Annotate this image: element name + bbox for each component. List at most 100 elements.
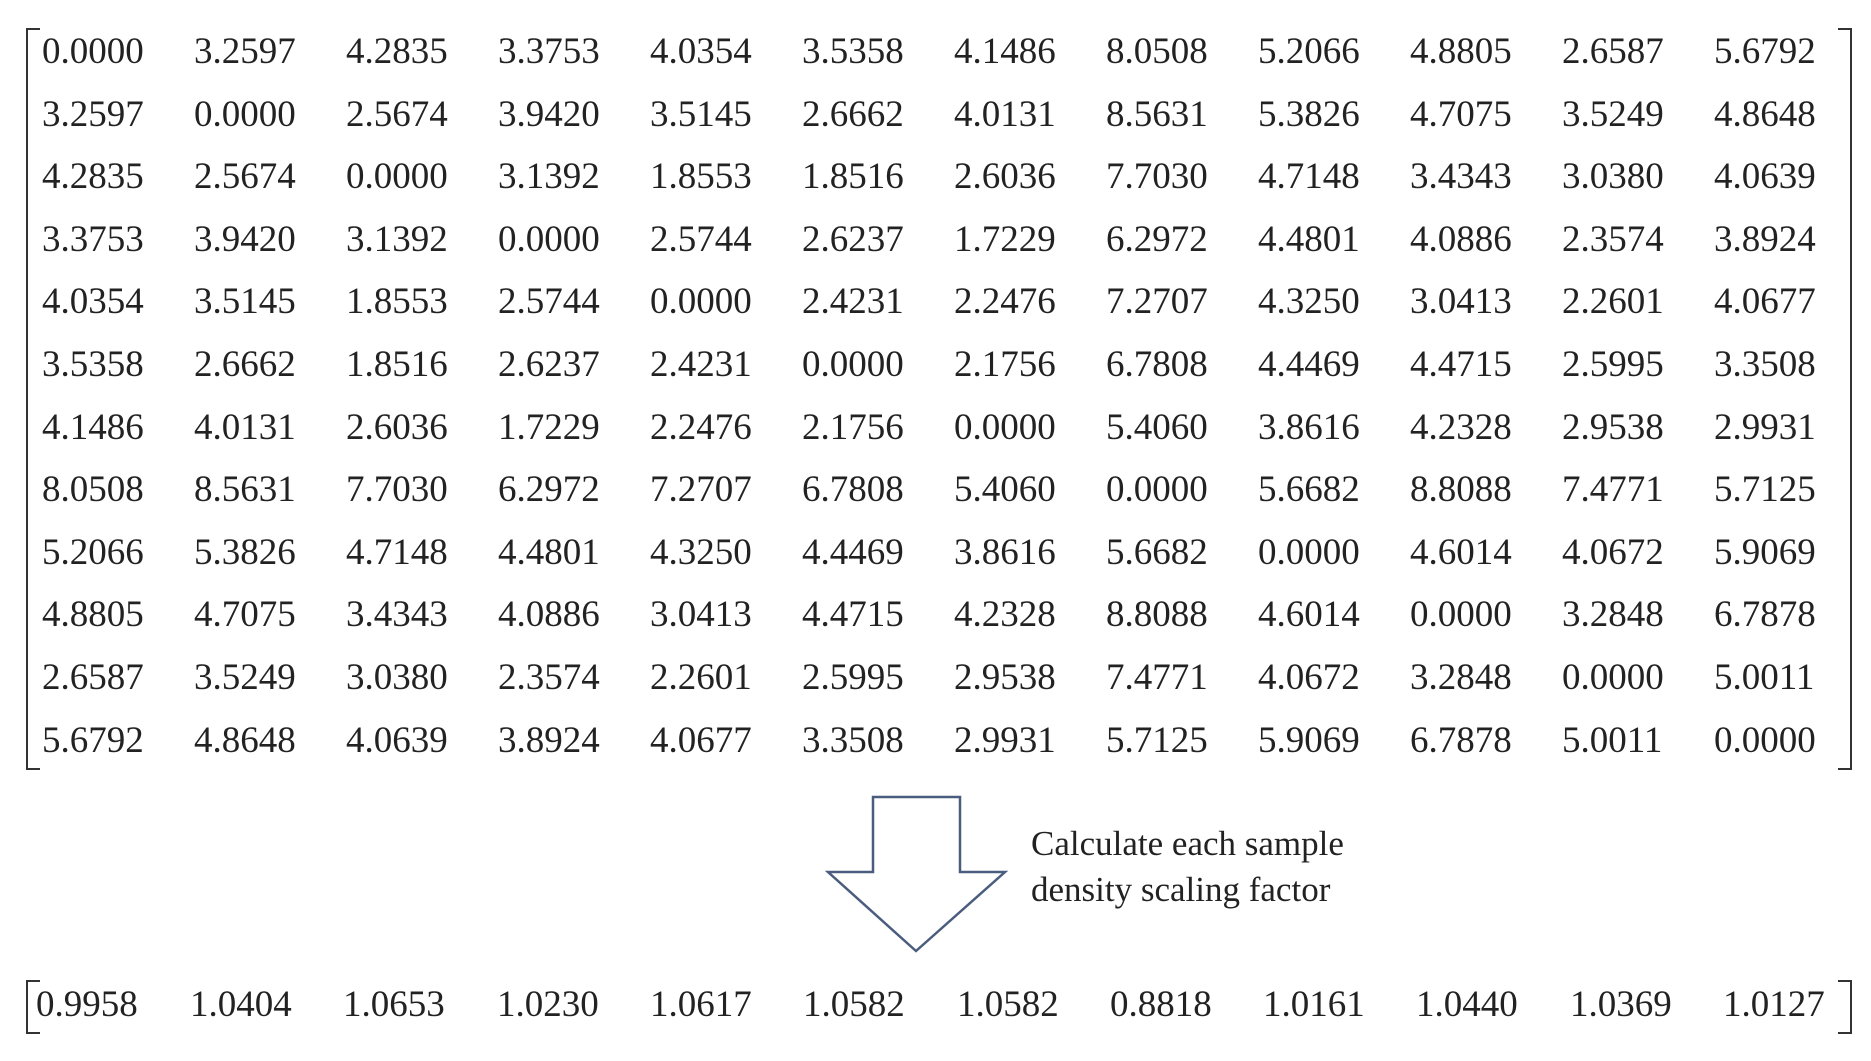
matrix-cell: 3.5145 [650,93,752,135]
matrix-cell: 3.5358 [802,31,904,72]
matrix-cell: 4.1486 [954,31,1056,72]
matrix-cell: 5.4060 [954,469,1056,511]
matrix-cell: 3.4343 [1410,156,1512,198]
matrix-cell: 6.7878 [1714,594,1816,636]
matrix-cell: 0.0000 [1714,719,1816,761]
matrix-cell: 2.6662 [802,93,904,135]
arrow-caption-line-1: Calculate each sample [1031,824,1344,863]
scaling-factor-value: 1.0582 [803,984,905,1025]
matrix-cell: 7.7030 [346,469,448,511]
matrix-cell: 6.2972 [498,469,600,511]
matrix-cell: 1.8553 [650,156,752,198]
matrix-cell: 3.8924 [1714,218,1816,260]
matrix-cell: 4.7075 [194,594,296,636]
matrix-cell: 7.4771 [1106,657,1208,698]
matrix-cell: 0.0000 [194,93,296,135]
matrix-cell: 7.2707 [650,469,752,511]
matrix-cell: 2.4231 [802,281,904,323]
matrix-cell: 5.7125 [1714,469,1816,511]
matrix-cell: 0.0000 [498,218,600,260]
matrix-cell: 2.2476 [954,281,1056,323]
matrix-cell: 1.8553 [346,281,448,323]
matrix-cell: 3.4343 [346,594,448,636]
matrix-cell: 5.3826 [194,531,296,573]
matrix-cell: 1.8516 [346,344,448,385]
matrix-cell: 4.2328 [1410,406,1512,448]
matrix-cell: 5.2066 [1258,31,1360,72]
matrix-cell: 8.8088 [1410,469,1512,511]
matrix-cell: 4.4801 [498,531,600,573]
matrix-cell: 4.0639 [346,719,448,761]
scaling-factor-value: 1.0127 [1723,984,1825,1025]
matrix-right-bracket [1838,28,1852,770]
matrix-cell: 4.3250 [650,531,752,573]
matrix-cell: 3.0413 [1410,281,1512,323]
matrix-cell: 3.5358 [42,344,144,385]
matrix-cell: 8.0508 [1106,31,1208,72]
matrix-cell: 3.0413 [650,594,752,636]
matrix-cell: 4.0672 [1562,531,1664,573]
matrix-cell: 4.0131 [954,93,1056,135]
matrix-cell: 2.6237 [498,344,600,385]
matrix-cell: 0.0000 [1106,469,1208,511]
matrix-cell: 3.2848 [1562,594,1664,636]
matrix-cell: 4.0354 [650,31,752,72]
matrix-cell: 5.6792 [1714,31,1816,72]
matrix-cell: 0.0000 [42,31,144,72]
matrix-cell: 2.5744 [650,218,752,260]
matrix-cell: 3.2597 [194,31,296,72]
matrix-cell: 3.8924 [498,719,600,761]
matrix-cell: 4.4469 [802,531,904,573]
matrix-cell: 2.6036 [346,406,448,448]
matrix-cell: 2.1756 [954,344,1056,385]
matrix-cell: 4.2328 [954,594,1056,636]
vector-left-bracket [26,980,40,1034]
scaling-factor-value: 1.0230 [497,984,599,1025]
vector-right-bracket [1838,980,1852,1034]
matrix-cell: 0.0000 [1410,594,1512,636]
matrix-cell: 8.5631 [1106,93,1208,135]
matrix-cell: 3.8616 [954,531,1056,573]
matrix-cell: 5.6682 [1258,469,1360,511]
matrix-cell: 2.5995 [802,657,904,698]
matrix-cell: 4.0354 [42,281,144,323]
matrix-cell: 3.9420 [498,93,600,135]
matrix-cell: 4.7148 [1258,156,1360,198]
matrix-cell: 2.3574 [498,657,600,698]
matrix-cell: 6.7808 [1106,344,1208,385]
matrix-cell: 2.5744 [498,281,600,323]
matrix-left-bracket [26,28,40,770]
matrix-cell: 8.8088 [1106,594,1208,636]
matrix-cell: 4.0672 [1258,657,1360,698]
scaling-factor-value: 1.0404 [190,984,292,1025]
matrix-cell: 2.2601 [1562,281,1664,323]
matrix-cell: 0.0000 [802,344,904,385]
matrix-cell: 3.5249 [1562,93,1664,135]
matrix-cell: 2.6587 [42,657,144,698]
matrix-cell: 2.9538 [1562,406,1664,448]
matrix-cell: 2.6662 [194,344,296,385]
matrix-cell: 4.8805 [1410,31,1512,72]
matrix-cell: 3.1392 [346,218,448,260]
matrix-cell: 4.7075 [1410,93,1512,135]
matrix-cell: 2.5674 [194,156,296,198]
matrix-cell: 3.2848 [1410,657,1512,698]
matrix-cell: 4.4715 [802,594,904,636]
matrix-cell: 4.0886 [498,594,600,636]
matrix-cell: 0.0000 [346,156,448,198]
matrix-cell: 4.1486 [42,406,144,448]
scaling-factor-value: 1.0440 [1416,984,1518,1025]
matrix-cell: 4.0131 [194,406,296,448]
matrix-cell: 1.8516 [802,156,904,198]
matrix-cell: 3.9420 [194,218,296,260]
matrix-cell: 6.2972 [1106,218,1208,260]
matrix-cell: 5.2066 [42,531,144,573]
matrix-cell: 3.3508 [1714,344,1816,385]
matrix-cell: 1.7229 [954,218,1056,260]
matrix-cell: 0.0000 [650,281,752,323]
matrix-cell: 8.0508 [42,469,144,511]
matrix-cell: 5.6682 [1106,531,1208,573]
matrix-cell: 2.6237 [802,218,904,260]
matrix-cell: 5.9069 [1714,531,1816,573]
